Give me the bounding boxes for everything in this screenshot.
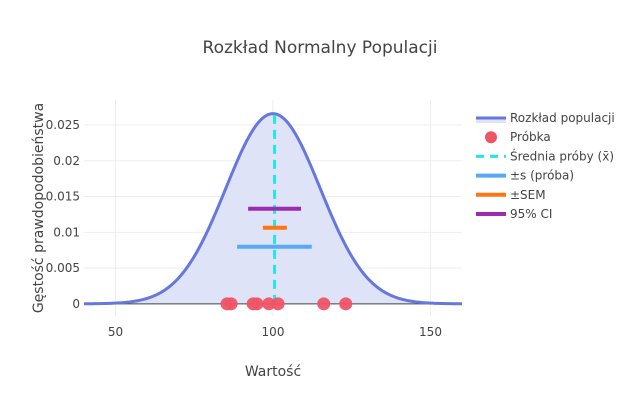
x-tick-label: 150 <box>419 325 442 339</box>
y-tick-label: 0.01 <box>53 225 80 239</box>
y-tick-label: 0.005 <box>46 261 80 275</box>
y-tick-label: 0.015 <box>46 190 80 204</box>
y-axis-ticks: 0 0.005 0.01 0.015 0.02 0.025 <box>46 118 80 311</box>
chart-title: Rozkład Normalny Populacji <box>203 38 438 58</box>
sample-point[interactable] <box>339 297 353 311</box>
sample-point[interactable] <box>262 297 276 311</box>
legend-marker-icon <box>485 131 497 144</box>
legend-item[interactable]: Próbka <box>485 130 551 144</box>
population-curve[interactable] <box>84 112 462 306</box>
sample-point[interactable] <box>224 297 238 311</box>
legend-label: 95% CI <box>510 207 552 221</box>
legend-fill-icon <box>476 117 506 123</box>
x-tick-label: 50 <box>108 325 123 339</box>
sample-point[interactable] <box>250 297 264 311</box>
legend-label: Próbka <box>510 130 551 144</box>
legend-item[interactable]: ±s (próba) <box>476 169 574 183</box>
legend-label: ±SEM <box>510 188 546 202</box>
y-tick-label: 0.02 <box>53 154 80 168</box>
legend-label: Średnia próby (x̄) <box>510 148 614 163</box>
legend[interactable]: Rozkład populacji Próbka Średnia próby (x̄… <box>476 111 615 221</box>
y-axis-title: Gęstość prawdopodobieństwa <box>31 103 47 313</box>
x-axis-title: Wartość <box>245 364 301 380</box>
legend-label: Rozkład populacji <box>510 111 615 125</box>
sample-point[interactable] <box>271 297 285 311</box>
legend-item[interactable]: ±SEM <box>476 188 546 202</box>
legend-item[interactable]: Średnia próby (x̄) <box>476 148 614 163</box>
x-axis-ticks: 50 100 150 <box>108 325 442 339</box>
legend-item[interactable]: 95% CI <box>476 207 552 221</box>
y-tick-label: 0.025 <box>46 118 80 132</box>
y-tick-label: 0 <box>72 297 80 311</box>
plot-area[interactable] <box>84 112 462 311</box>
legend-item[interactable]: Rozkład populacji <box>476 111 615 125</box>
sample-point[interactable] <box>317 297 331 311</box>
legend-label: ±s (próba) <box>510 169 574 183</box>
x-tick-label: 100 <box>262 325 285 339</box>
